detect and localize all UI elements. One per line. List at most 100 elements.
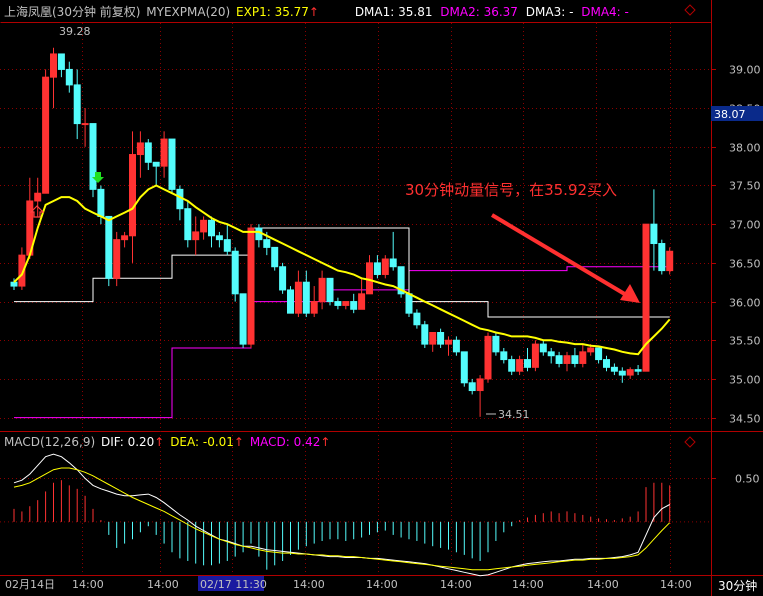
price-tick-label: 37.50 <box>729 180 761 193</box>
candle <box>516 355 524 376</box>
macd-panel-toggle-icon[interactable] <box>684 436 696 448</box>
candle-body <box>239 293 247 345</box>
candle <box>200 216 208 240</box>
candle <box>326 277 334 306</box>
candle-body <box>666 250 674 272</box>
candle <box>524 347 531 372</box>
candle <box>468 378 476 395</box>
candle-body <box>192 231 200 241</box>
candle-body <box>231 250 239 295</box>
candle <box>168 138 176 194</box>
candle <box>208 216 215 248</box>
candle <box>42 69 50 194</box>
candle-body <box>658 243 666 272</box>
candle <box>34 177 42 217</box>
candle <box>121 231 129 248</box>
candle <box>223 224 231 256</box>
candle-body <box>152 161 160 167</box>
candle-body <box>381 258 389 275</box>
period-label[interactable]: 30分钟 <box>718 578 757 593</box>
candle-body <box>200 219 208 233</box>
buy-marker-icon <box>29 205 45 218</box>
candle <box>334 297 342 310</box>
candle-body <box>50 53 57 78</box>
exp1-up-arrow-icon: ↑ <box>308 5 319 19</box>
candle <box>492 332 500 356</box>
current-price-label: 38.07 <box>714 108 746 121</box>
candle <box>429 332 437 352</box>
main-header: 上海凤凰(30分钟 前复权) MYEXPMA(20) EXP1: 35.77↑ … <box>4 5 629 19</box>
candle-body <box>144 142 152 163</box>
candle-body <box>405 293 413 314</box>
exp1-line <box>13 184 671 356</box>
candle-body <box>508 359 516 372</box>
candle <box>81 108 89 147</box>
candle <box>184 200 192 248</box>
candle-body <box>136 142 144 156</box>
candle <box>618 367 626 383</box>
candle <box>73 69 81 140</box>
candle <box>271 246 279 271</box>
time-axis-label: 14:00 <box>293 578 325 591</box>
candle <box>318 270 326 310</box>
candle <box>445 336 452 356</box>
candle-body <box>595 347 603 361</box>
current-price-box <box>711 106 763 121</box>
candle-body <box>208 219 215 237</box>
dif-up-arrow-icon: ↑ <box>154 435 165 449</box>
candle <box>342 301 350 310</box>
candle-body <box>626 369 634 376</box>
candle-body <box>571 355 579 364</box>
dma2-line <box>14 266 670 419</box>
candle-body <box>603 359 610 368</box>
candle-body <box>366 262 373 295</box>
candle-body <box>484 335 492 380</box>
candle-body <box>105 215 113 279</box>
candle <box>129 131 136 263</box>
candle-body <box>452 339 460 353</box>
signal-annotation: 30分钟动量信号，在35.92买入 <box>405 181 617 199</box>
candle <box>373 255 381 279</box>
macd-header: MACD(12,26,9) DIF: 0.20↑ DEA: -0.01↑ MAC… <box>4 435 330 449</box>
candle <box>539 340 547 356</box>
candle-body <box>579 351 587 364</box>
candle-body <box>279 266 287 291</box>
candle-body <box>373 262 381 275</box>
macd-indicator-name: MACD(12,26,9) <box>4 435 96 449</box>
candle-body <box>310 301 318 314</box>
candle-body <box>81 123 89 126</box>
candle-body <box>429 332 437 345</box>
candle-body <box>129 154 136 237</box>
candle <box>476 375 484 417</box>
candle <box>603 355 610 372</box>
candle <box>57 53 65 78</box>
candle <box>452 336 460 356</box>
candle-body <box>121 235 129 241</box>
dma1-value: DMA1: 35.81 <box>354 5 433 19</box>
dma1-path <box>14 227 670 318</box>
candle-body <box>500 351 508 361</box>
candle <box>10 278 18 290</box>
candle <box>610 363 618 376</box>
price-tick-label: 35.50 <box>729 335 761 348</box>
candle-body <box>168 138 176 190</box>
candle-body <box>184 208 192 241</box>
candle <box>634 365 642 376</box>
candle-body <box>587 347 595 353</box>
candle-body <box>326 277 334 303</box>
panel-toggle-icon[interactable] <box>684 4 696 16</box>
candle-body <box>113 239 121 279</box>
candle <box>294 270 302 318</box>
macd-lines <box>13 453 671 577</box>
candle <box>144 139 152 171</box>
time-axis-label: 14:00 <box>587 578 619 591</box>
candle <box>89 123 97 198</box>
candle-body <box>555 355 563 364</box>
candle <box>192 216 200 256</box>
candle <box>563 351 571 372</box>
candle <box>350 293 358 314</box>
candle-body <box>334 301 342 306</box>
candle <box>358 278 366 310</box>
candle <box>571 347 579 368</box>
macd-tick-label: 0.50 <box>735 473 760 486</box>
